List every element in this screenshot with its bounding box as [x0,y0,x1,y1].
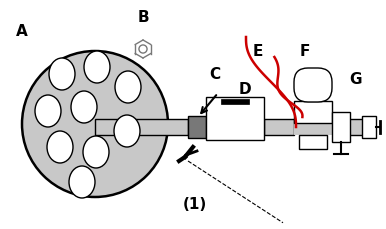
Text: C: C [210,67,220,82]
Ellipse shape [84,52,110,84]
FancyBboxPatch shape [95,120,188,135]
Ellipse shape [47,131,73,163]
Ellipse shape [83,136,109,168]
FancyBboxPatch shape [299,135,327,149]
FancyBboxPatch shape [294,101,332,123]
Ellipse shape [71,92,97,123]
Text: A: A [16,25,28,39]
Ellipse shape [35,95,61,128]
Text: G: G [349,72,361,87]
Text: D: D [239,82,251,97]
Ellipse shape [69,166,95,198]
FancyBboxPatch shape [206,120,264,135]
FancyBboxPatch shape [188,117,206,138]
Circle shape [22,52,168,197]
FancyBboxPatch shape [294,120,332,135]
FancyBboxPatch shape [350,120,362,135]
FancyBboxPatch shape [332,112,350,142]
FancyBboxPatch shape [264,120,294,135]
Ellipse shape [114,115,140,147]
Text: B: B [137,11,149,25]
FancyBboxPatch shape [294,69,332,103]
Text: (1): (1) [183,197,207,212]
FancyBboxPatch shape [362,117,376,138]
Text: E: E [253,44,263,59]
FancyBboxPatch shape [206,98,264,140]
Ellipse shape [115,72,141,104]
Ellipse shape [49,59,75,91]
Text: F: F [300,44,310,59]
FancyBboxPatch shape [221,100,249,105]
